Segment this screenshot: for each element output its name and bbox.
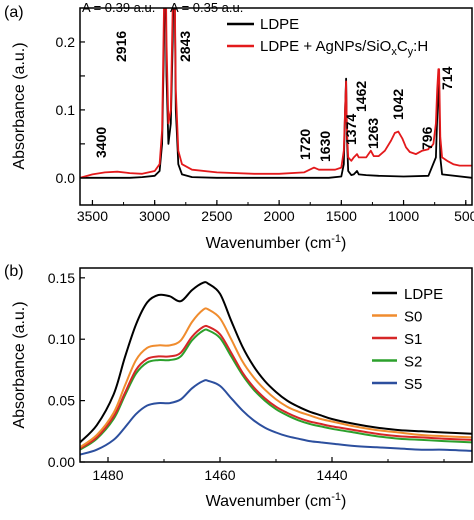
- panel-a-legend-label: LDPE + AgNPs/SiOxCy:H: [260, 38, 428, 58]
- panel-b-legend-label: LDPE: [404, 286, 443, 303]
- panel-b-y-tick-label: 0.10: [48, 331, 75, 347]
- panel-b-y-axis-title: Absorbance (a.u.): [11, 301, 28, 428]
- panel-b-x-axis-title: Wavenumber (cm-1): [206, 491, 347, 510]
- panel-a-series-1: [80, 8, 472, 179]
- panel-a-peak-label: 796: [419, 126, 435, 150]
- panel-a-y-tick-label: 0.2: [56, 34, 76, 50]
- panel-b-y-tick-label: 0.15: [48, 270, 75, 286]
- panel-b-series-0: [80, 281, 472, 444]
- panel-a-label: (a): [4, 4, 24, 21]
- panel-a-peak-label: 1374: [343, 114, 359, 145]
- panel-a-peak-label: 3400: [93, 127, 109, 158]
- panel-b-chart: (b) 1480 1460 1440 0.00 0.05 0.10 0.15 LDPE S0…: [4, 263, 473, 510]
- panel-b-x-tick-label: 1440: [316, 467, 347, 483]
- panel-a-top-annotation: A = 0.39 a.u.: [82, 0, 155, 15]
- panel-a-frame: [79, 7, 473, 206]
- panel-a-y-tick-label: 0.1: [56, 102, 76, 118]
- panel-b-x-tick-label: 1460: [204, 467, 235, 483]
- panel-a-legend-label: LDPE: [260, 16, 299, 33]
- panel-a-peak-label: 714: [439, 66, 455, 90]
- panel-b-y-tick-label: 0.05: [48, 393, 75, 409]
- panel-a-peak-label: 2916: [113, 31, 129, 62]
- panel-a-x-tick-label: 2500: [201, 208, 232, 224]
- panel-b-x-tick-label: 1480: [92, 467, 123, 483]
- panel-a-chart: (a) 3500 3000 2500 2000 1500 1000 500 0.0 0.1 0.…: [4, 0, 474, 252]
- panel-b-series-3: [80, 328, 472, 451]
- panel-a-x-tick-label: 3000: [139, 208, 170, 224]
- panel-b-y-tick-label: 0.00: [48, 454, 75, 470]
- panel-a-y-axis-title: Absorbance (a.u.): [11, 42, 28, 169]
- panel-a-peak-label: 2843: [177, 31, 193, 62]
- panel-a-y-tick-label: 0.0: [56, 170, 76, 186]
- panel-a-x-tick-label: 1500: [326, 208, 357, 224]
- panel-b-series-2: [80, 324, 472, 450]
- panel-b-legend-label: S5: [404, 376, 422, 393]
- panel-a-x-tick-label: 2000: [264, 208, 295, 224]
- panel-b-series-1: [80, 307, 472, 449]
- panel-a-x-tick-label: 1000: [388, 208, 419, 224]
- panel-a-peak-label: 1630: [317, 131, 333, 162]
- panel-b-legend-label: S2: [404, 354, 422, 371]
- panel-a-peak-label: 1042: [390, 89, 406, 120]
- panel-b-legend-label: S0: [404, 309, 422, 326]
- panel-a-x-axis-title: Wavenumber (cm-1): [206, 233, 347, 252]
- panel-a-peak-label: 1720: [297, 129, 313, 160]
- panel-a-x-tick-label: 500: [454, 208, 474, 224]
- panel-a-x-tick-label: 3500: [77, 208, 108, 224]
- panel-b-series-4: [80, 379, 472, 456]
- panel-b-label: (b): [4, 263, 24, 280]
- panel-a-peak-label: 1263: [365, 118, 381, 149]
- panel-a-peak-label: 1462: [353, 81, 369, 112]
- panel-b-legend-label: S1: [404, 331, 422, 348]
- panel-a-top-annotation: A = 0.35 a.u.: [170, 0, 243, 15]
